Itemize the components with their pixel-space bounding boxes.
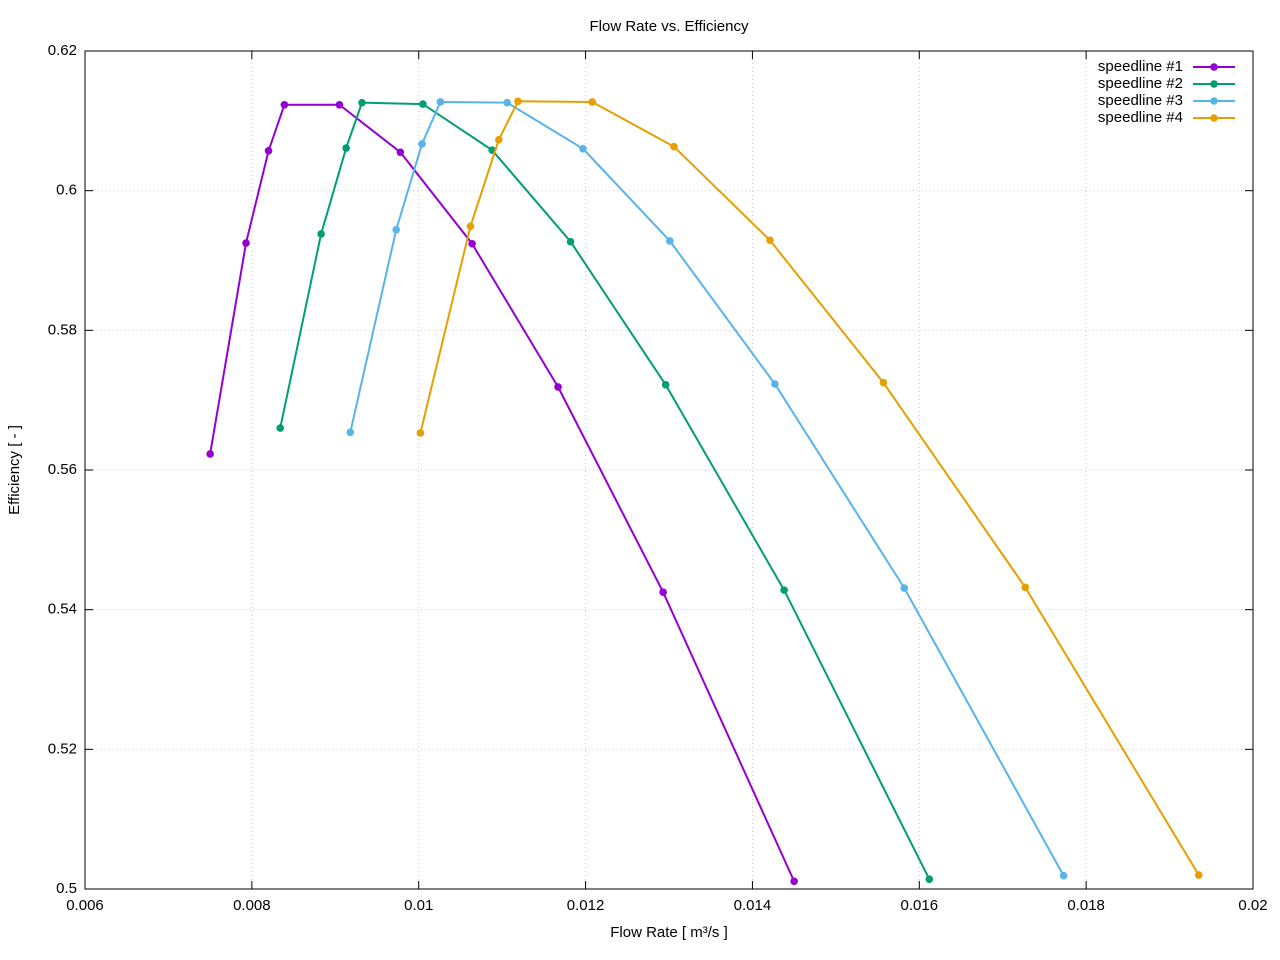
data-point bbox=[771, 380, 779, 388]
x-tick-label: 0.016 bbox=[901, 897, 939, 914]
legend-label: speedline #1 bbox=[1098, 58, 1183, 75]
chart-title: Flow Rate vs. Efficiency bbox=[590, 18, 749, 35]
series-line bbox=[209, 103, 796, 882]
legend-background bbox=[1087, 93, 1247, 110]
data-point bbox=[466, 222, 475, 231]
data-point bbox=[206, 450, 214, 458]
x-tick-label: 0.02 bbox=[1238, 897, 1267, 914]
data-point bbox=[416, 429, 425, 437]
legend-background bbox=[1087, 76, 1247, 93]
data-point bbox=[436, 98, 445, 106]
x-tick-label: 0.01 bbox=[404, 897, 433, 914]
legend-marker bbox=[1210, 114, 1218, 122]
series-line bbox=[349, 100, 1065, 877]
data-point bbox=[879, 378, 888, 387]
data-point bbox=[1059, 871, 1068, 880]
y-tick-label: 0.5 bbox=[56, 880, 77, 897]
y-tick-label: 0.62 bbox=[48, 42, 77, 59]
legend-background bbox=[1087, 59, 1247, 76]
x-tick-label: 0.014 bbox=[734, 897, 772, 914]
data-point bbox=[242, 239, 250, 247]
data-point bbox=[468, 239, 476, 248]
data-point bbox=[346, 428, 355, 437]
data-point bbox=[766, 236, 774, 245]
x-tick-label: 0.008 bbox=[233, 897, 271, 914]
data-point bbox=[358, 98, 366, 107]
data-point bbox=[317, 230, 325, 238]
y-axis-label: Efficiency [ - ] bbox=[6, 425, 23, 515]
data-point bbox=[276, 424, 285, 432]
x-tick-label: 0.006 bbox=[66, 897, 104, 914]
x-tick-label: 0.012 bbox=[567, 897, 605, 914]
plot-frame bbox=[84, 50, 1254, 890]
data-point bbox=[925, 875, 934, 884]
legend-marker bbox=[1210, 80, 1218, 88]
data-point bbox=[790, 877, 798, 886]
data-point bbox=[780, 586, 788, 594]
data-point bbox=[588, 98, 597, 106]
data-point bbox=[1194, 871, 1203, 879]
data-point bbox=[280, 100, 289, 109]
y-tick-label: 0.6 bbox=[56, 182, 77, 199]
y-tick-label: 0.54 bbox=[48, 601, 77, 618]
legend-marker bbox=[1210, 97, 1218, 105]
data-point bbox=[419, 100, 427, 108]
legend-marker bbox=[1210, 63, 1218, 71]
data-point bbox=[661, 381, 670, 389]
legend-label: speedline #4 bbox=[1098, 109, 1183, 126]
data-point bbox=[900, 584, 909, 592]
y-tick-label: 0.52 bbox=[48, 740, 77, 757]
legend-label: speedline #3 bbox=[1098, 92, 1183, 109]
data-point bbox=[342, 144, 350, 152]
data-point bbox=[335, 100, 344, 109]
data-point bbox=[670, 142, 678, 151]
data-point bbox=[666, 237, 674, 245]
data-point bbox=[579, 144, 587, 153]
data-point bbox=[264, 147, 273, 155]
x-tick-label: 0.018 bbox=[1067, 897, 1105, 914]
series-line bbox=[419, 100, 1200, 876]
series-line bbox=[279, 101, 931, 880]
legend-background bbox=[1087, 110, 1247, 127]
data-point bbox=[418, 140, 426, 148]
data-point bbox=[392, 225, 400, 234]
data-point bbox=[1021, 583, 1030, 592]
data-point bbox=[514, 97, 522, 106]
data-point bbox=[554, 383, 562, 391]
data-point bbox=[396, 148, 405, 157]
legend-label: speedline #2 bbox=[1098, 75, 1183, 92]
y-tick-label: 0.56 bbox=[48, 461, 77, 478]
data-point bbox=[503, 98, 511, 107]
x-axis-label: Flow Rate [ m³/s ] bbox=[610, 924, 728, 941]
data-point bbox=[495, 135, 503, 144]
y-tick-label: 0.58 bbox=[48, 321, 77, 338]
data-point bbox=[566, 237, 575, 246]
data-point bbox=[659, 588, 667, 597]
